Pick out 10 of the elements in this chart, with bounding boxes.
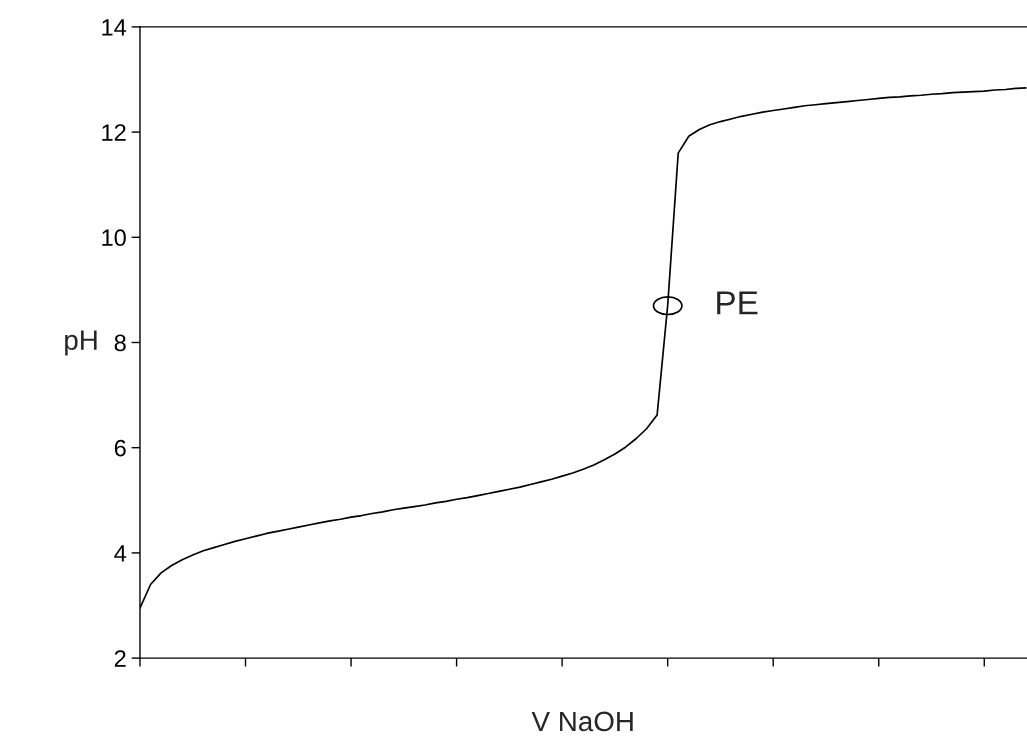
- y-tick-label: 4: [114, 545, 127, 562]
- y-tick-label: 2: [114, 650, 126, 667]
- y-tick-label: 10: [102, 229, 126, 247]
- y-axis-title: pH: [65, 330, 97, 356]
- y-tick-label: 14: [102, 19, 127, 36]
- annotation: PE: [717, 291, 758, 315]
- x-axis-title: V NaOH: [531, 711, 633, 732]
- y-tick-label: 8: [114, 334, 126, 352]
- y-tick-label: 12: [102, 124, 126, 141]
- y-tick-label: 6: [114, 439, 126, 457]
